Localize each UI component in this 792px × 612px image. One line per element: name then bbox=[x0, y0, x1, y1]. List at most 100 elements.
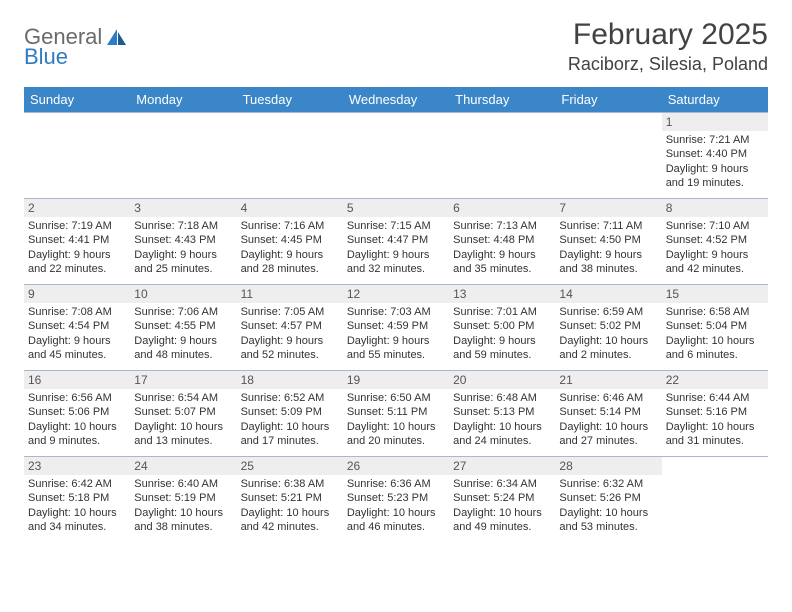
day-details: Sunrise: 6:50 AMSunset: 5:11 PMDaylight:… bbox=[347, 391, 445, 448]
day-details: Sunrise: 6:36 AMSunset: 5:23 PMDaylight:… bbox=[347, 477, 445, 534]
day-details: Sunrise: 7:21 AMSunset: 4:40 PMDaylight:… bbox=[666, 133, 764, 190]
calendar-day-cell: 22 Sunrise: 6:44 AMSunset: 5:16 PMDayligh… bbox=[662, 371, 768, 457]
calendar-day-cell bbox=[449, 113, 555, 199]
day-header: Tuesday bbox=[237, 87, 343, 113]
calendar-day-cell: 27 Sunrise: 6:34 AMSunset: 5:24 PMDayligh… bbox=[449, 457, 555, 543]
day-details: Sunrise: 7:08 AMSunset: 4:54 PMDaylight:… bbox=[28, 305, 126, 362]
calendar-day-cell: 12 Sunrise: 7:03 AMSunset: 4:59 PMDayligh… bbox=[343, 285, 449, 371]
calendar-day-cell: 21 Sunrise: 6:46 AMSunset: 5:14 PMDayligh… bbox=[555, 371, 661, 457]
day-details: Sunrise: 7:16 AMSunset: 4:45 PMDaylight:… bbox=[241, 219, 339, 276]
day-details: Sunrise: 6:44 AMSunset: 5:16 PMDaylight:… bbox=[666, 391, 764, 448]
day-details: Sunrise: 6:42 AMSunset: 5:18 PMDaylight:… bbox=[28, 477, 126, 534]
calendar-day-cell: 23 Sunrise: 6:42 AMSunset: 5:18 PMDayligh… bbox=[24, 457, 130, 543]
day-header: Thursday bbox=[449, 87, 555, 113]
day-number: 6 bbox=[449, 199, 555, 217]
calendar-day-cell: 20Sunrise: 6:48 AMSunset: 5:13 PMDayligh… bbox=[449, 371, 555, 457]
calendar-week-row: 16 Sunrise: 6:56 AMSunset: 5:06 PMDayligh… bbox=[24, 371, 768, 457]
day-number: 12 bbox=[343, 285, 449, 303]
day-details: Sunrise: 6:38 AMSunset: 5:21 PMDaylight:… bbox=[241, 477, 339, 534]
calendar-day-cell bbox=[237, 113, 343, 199]
header: General February 2025 Raciborz, Silesia,… bbox=[24, 18, 768, 75]
day-header: Sunday bbox=[24, 87, 130, 113]
day-number: 9 bbox=[24, 285, 130, 303]
calendar-day-cell: 14 Sunrise: 6:59 AMSunset: 5:02 PMDayligh… bbox=[555, 285, 661, 371]
day-number: 21 bbox=[555, 371, 661, 389]
day-header: Wednesday bbox=[343, 87, 449, 113]
calendar-day-cell: 8Sunrise: 7:10 AMSunset: 4:52 PMDaylight… bbox=[662, 199, 768, 285]
calendar-day-cell: 3 Sunrise: 7:18 AMSunset: 4:43 PMDaylight… bbox=[130, 199, 236, 285]
day-details: Sunrise: 6:52 AMSunset: 5:09 PMDaylight:… bbox=[241, 391, 339, 448]
calendar-body: 1 Sunrise: 7:21 AMSunset: 4:40 PMDaylight… bbox=[24, 113, 768, 543]
day-number: 1 bbox=[662, 113, 768, 131]
day-details: Sunrise: 7:19 AMSunset: 4:41 PMDaylight:… bbox=[28, 219, 126, 276]
location: Raciborz, Silesia, Poland bbox=[568, 54, 768, 75]
calendar-table: SundayMondayTuesdayWednesdayThursdayFrid… bbox=[24, 87, 768, 543]
day-number: 10 bbox=[130, 285, 236, 303]
day-number: 27 bbox=[449, 457, 555, 475]
calendar-week-row: 1 Sunrise: 7:21 AMSunset: 4:40 PMDaylight… bbox=[24, 113, 768, 199]
day-number: 24 bbox=[130, 457, 236, 475]
logo-word-2: Blue bbox=[24, 44, 68, 69]
day-details: Sunrise: 7:06 AMSunset: 4:55 PMDaylight:… bbox=[134, 305, 232, 362]
calendar-day-cell: 15 Sunrise: 6:58 AMSunset: 5:04 PMDayligh… bbox=[662, 285, 768, 371]
day-header: Friday bbox=[555, 87, 661, 113]
calendar-page: General February 2025 Raciborz, Silesia,… bbox=[0, 0, 792, 561]
day-details: Sunrise: 7:03 AMSunset: 4:59 PMDaylight:… bbox=[347, 305, 445, 362]
calendar-day-cell: 19Sunrise: 6:50 AMSunset: 5:11 PMDayligh… bbox=[343, 371, 449, 457]
title-block: February 2025 Raciborz, Silesia, Poland bbox=[568, 18, 768, 75]
calendar-day-cell: 13 Sunrise: 7:01 AMSunset: 5:00 PMDayligh… bbox=[449, 285, 555, 371]
calendar-day-cell: 28 Sunrise: 6:32 AMSunset: 5:26 PMDayligh… bbox=[555, 457, 661, 543]
day-number: 15 bbox=[662, 285, 768, 303]
day-number: 26 bbox=[343, 457, 449, 475]
day-number: 2 bbox=[24, 199, 130, 217]
calendar-day-cell: 26 Sunrise: 6:36 AMSunset: 5:23 PMDayligh… bbox=[343, 457, 449, 543]
calendar-day-cell: 2 Sunrise: 7:19 AMSunset: 4:41 PMDaylight… bbox=[24, 199, 130, 285]
calendar-day-cell bbox=[24, 113, 130, 199]
day-number: 25 bbox=[237, 457, 343, 475]
day-number: 18 bbox=[237, 371, 343, 389]
calendar-day-cell bbox=[130, 113, 236, 199]
day-number: 13 bbox=[449, 285, 555, 303]
calendar-day-cell: 25 Sunrise: 6:38 AMSunset: 5:21 PMDayligh… bbox=[237, 457, 343, 543]
logo-sail-icon bbox=[106, 28, 128, 46]
day-number: 4 bbox=[237, 199, 343, 217]
day-details: Sunrise: 6:59 AMSunset: 5:02 PMDaylight:… bbox=[559, 305, 657, 362]
day-number: 14 bbox=[555, 285, 661, 303]
day-number: 28 bbox=[555, 457, 661, 475]
calendar-day-cell: 7 Sunrise: 7:11 AMSunset: 4:50 PMDaylight… bbox=[555, 199, 661, 285]
day-number: 3 bbox=[130, 199, 236, 217]
page-title: February 2025 bbox=[568, 18, 768, 52]
calendar-day-cell: 17Sunrise: 6:54 AMSunset: 5:07 PMDayligh… bbox=[130, 371, 236, 457]
calendar-day-cell: 4 Sunrise: 7:16 AMSunset: 4:45 PMDaylight… bbox=[237, 199, 343, 285]
calendar-day-cell: 16 Sunrise: 6:56 AMSunset: 5:06 PMDayligh… bbox=[24, 371, 130, 457]
calendar-day-cell bbox=[343, 113, 449, 199]
calendar-day-cell: 5 Sunrise: 7:15 AMSunset: 4:47 PMDaylight… bbox=[343, 199, 449, 285]
calendar-day-cell: 24Sunrise: 6:40 AMSunset: 5:19 PMDayligh… bbox=[130, 457, 236, 543]
day-number: 16 bbox=[24, 371, 130, 389]
calendar-day-cell: 18 Sunrise: 6:52 AMSunset: 5:09 PMDayligh… bbox=[237, 371, 343, 457]
calendar-day-cell bbox=[555, 113, 661, 199]
calendar-header-row: SundayMondayTuesdayWednesdayThursdayFrid… bbox=[24, 87, 768, 113]
day-details: Sunrise: 6:34 AMSunset: 5:24 PMDaylight:… bbox=[453, 477, 551, 534]
day-details: Sunrise: 7:13 AMSunset: 4:48 PMDaylight:… bbox=[453, 219, 551, 276]
day-number: 17 bbox=[130, 371, 236, 389]
day-details: Sunrise: 6:46 AMSunset: 5:14 PMDaylight:… bbox=[559, 391, 657, 448]
day-details: Sunrise: 6:48 AMSunset: 5:13 PMDaylight:… bbox=[453, 391, 551, 448]
calendar-week-row: 23 Sunrise: 6:42 AMSunset: 5:18 PMDayligh… bbox=[24, 457, 768, 543]
calendar-week-row: 2 Sunrise: 7:19 AMSunset: 4:41 PMDaylight… bbox=[24, 199, 768, 285]
day-details: Sunrise: 6:56 AMSunset: 5:06 PMDaylight:… bbox=[28, 391, 126, 448]
day-details: Sunrise: 6:32 AMSunset: 5:26 PMDaylight:… bbox=[559, 477, 657, 534]
day-number: 7 bbox=[555, 199, 661, 217]
day-details: Sunrise: 7:01 AMSunset: 5:00 PMDaylight:… bbox=[453, 305, 551, 362]
calendar-week-row: 9 Sunrise: 7:08 AMSunset: 4:54 PMDaylight… bbox=[24, 285, 768, 371]
day-details: Sunrise: 7:11 AMSunset: 4:50 PMDaylight:… bbox=[559, 219, 657, 276]
day-number: 5 bbox=[343, 199, 449, 217]
day-details: Sunrise: 7:18 AMSunset: 4:43 PMDaylight:… bbox=[134, 219, 232, 276]
day-number: 8 bbox=[662, 199, 768, 217]
day-details: Sunrise: 6:58 AMSunset: 5:04 PMDaylight:… bbox=[666, 305, 764, 362]
day-details: Sunrise: 7:15 AMSunset: 4:47 PMDaylight:… bbox=[347, 219, 445, 276]
day-number: 23 bbox=[24, 457, 130, 475]
logo-line2: Blue bbox=[24, 44, 68, 70]
day-header: Monday bbox=[130, 87, 236, 113]
day-number: 22 bbox=[662, 371, 768, 389]
